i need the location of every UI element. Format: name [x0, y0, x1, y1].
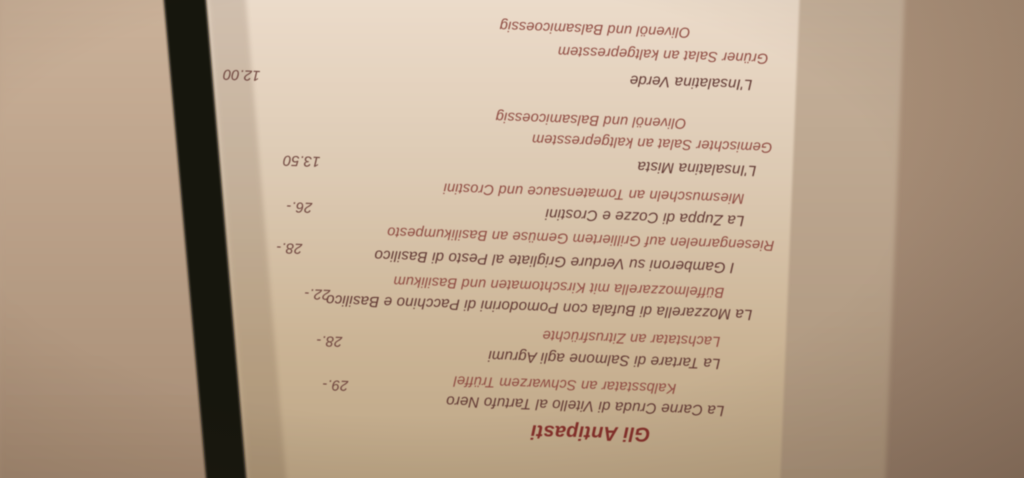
- menu-item-name: La Zuppa di Cozze e Crostini: [545, 205, 745, 229]
- menu-item-description: Gemischter Salat an kaltgepresstem: [531, 130, 773, 155]
- menu-page: [205, 0, 800, 478]
- menu-item-name: L'Insalatina Verde: [629, 71, 753, 93]
- page-fold-edge: [770, 0, 905, 478]
- menu-item-price: 28.-: [316, 332, 343, 349]
- menu-item-description: Olivenöl und Balsamicoessig: [499, 17, 691, 40]
- menu-item-name: L'Insalatina Mista: [637, 157, 757, 179]
- menu-item-description: Lachstatar an Zitrusfrüchte: [542, 326, 721, 349]
- menu-stand-edge: [163, 0, 247, 478]
- page-inner-shadow: [207, 0, 287, 478]
- menu-item-description: Riesengarnelen auf Grilliertem Gemüse an…: [386, 223, 775, 253]
- menu-item-description: Grüner Salat an kaltgepresstem: [557, 42, 769, 66]
- menu-item-price: 12.00: [222, 65, 261, 83]
- menu-item-price: 26.-: [286, 198, 313, 215]
- menu-item-name: La Carne Cruda di Vitello al Tartufo Ner…: [445, 392, 725, 419]
- menu-item-price: 28.-: [276, 239, 303, 256]
- menu-item-price: 29.-: [322, 376, 349, 393]
- menu-item-description: Olivenöl und Balsamicoessig: [495, 108, 687, 131]
- menu-item-name: La Tartare di Salmone agli Agrumi: [487, 346, 721, 372]
- menu-item-description: Miesmuscheln an Tomatensauce und Crostin…: [443, 179, 745, 206]
- menu-section-title: Gli Antipasti: [530, 420, 651, 445]
- menu-item-price: 13.50: [282, 151, 321, 169]
- menu-item-description: Kalbsstatar an Schwarzem Trüffel: [453, 372, 677, 396]
- menu-item-name: I Gamberoni su Verdure Grigliate al Pest…: [373, 246, 735, 276]
- menu-item-price: 22.-: [304, 285, 331, 302]
- wall-left: [0, 0, 212, 478]
